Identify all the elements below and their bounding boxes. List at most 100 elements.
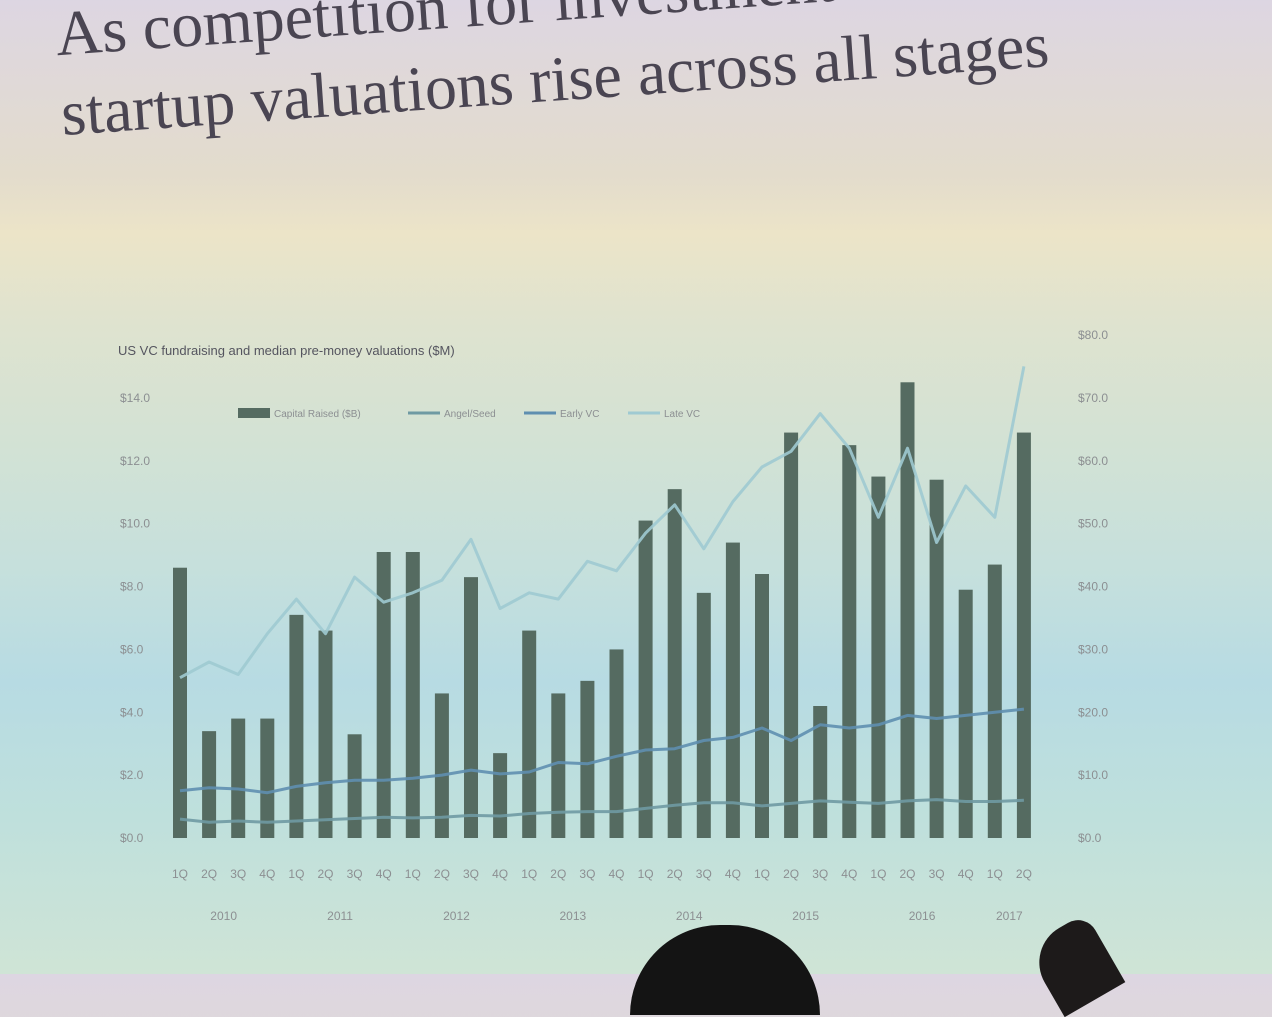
y-right-tick-label: $60.0	[1078, 454, 1108, 468]
y-left-tick-label: $2.0	[120, 768, 144, 782]
x-tick-label: 1Q	[754, 867, 770, 881]
y-left-tick-label: $14.0	[120, 391, 150, 405]
bar	[609, 649, 624, 838]
y-right-tick-label: $0.0	[1078, 831, 1102, 845]
x-tick-label: 1Q	[172, 867, 188, 881]
bar	[667, 489, 682, 838]
x-year-label: 2012	[443, 909, 470, 923]
x-tick-label: 3Q	[347, 867, 363, 881]
bar	[493, 753, 508, 838]
bar	[405, 552, 420, 838]
bar	[929, 479, 944, 838]
y-right-tick-label: $70.0	[1078, 391, 1108, 405]
x-tick-label: 1Q	[987, 867, 1003, 881]
legend-label: Capital Raised ($B)	[274, 409, 361, 420]
x-tick-label: 1Q	[870, 867, 886, 881]
bar	[231, 718, 246, 838]
y-left-tick-label: $10.0	[120, 517, 150, 531]
x-year-label: 2011	[327, 909, 353, 923]
bar	[871, 476, 886, 838]
line-early-vc	[179, 707, 1025, 795]
x-tick-label: 3Q	[579, 867, 595, 881]
x-tick-label: 4Q	[725, 867, 741, 881]
x-tick-label: 2Q	[550, 867, 566, 881]
x-tick-label: 3Q	[929, 867, 945, 881]
line-angel-seed	[179, 798, 1024, 824]
line-series	[179, 366, 1026, 824]
bar	[464, 577, 478, 838]
x-tick-label: 4Q	[608, 867, 624, 881]
x-tick-label: 3Q	[812, 867, 828, 881]
x-year-label: 2015	[792, 909, 819, 923]
x-year-label: 2010	[210, 909, 237, 923]
x-tick-label: 3Q	[696, 867, 712, 881]
bar	[522, 630, 537, 838]
chart-title: US VC fundraising and median pre-money v…	[118, 343, 455, 358]
x-tick-label: 3Q	[230, 867, 246, 881]
bar	[551, 693, 566, 838]
bar	[173, 567, 187, 838]
x-tick-label: 2Q	[1016, 867, 1032, 881]
bar	[755, 574, 769, 838]
bar	[434, 693, 449, 838]
x-year-label: 2014	[676, 909, 703, 923]
legend-label: Late VC	[664, 409, 700, 420]
y-left-tick-label: $12.0	[120, 454, 150, 468]
x-year-label: 2013	[559, 909, 586, 923]
x-tick-label: 4Q	[259, 867, 275, 881]
x-tick-label: 1Q	[288, 867, 304, 881]
bar	[987, 564, 1002, 838]
bar	[900, 382, 915, 838]
y-left-tick-label: $0.0	[120, 831, 144, 845]
x-tick-label: 2Q	[317, 867, 333, 881]
chart-legend: Capital Raised ($B) Angel/Seed Early VC Lat…	[238, 408, 700, 420]
x-tick-label: 2Q	[899, 867, 915, 881]
y-left-tick-label: $4.0	[120, 705, 144, 719]
bar	[347, 734, 362, 838]
bar	[260, 718, 275, 838]
y-left-tick-label: $6.0	[120, 642, 144, 656]
y-right-tick-label: $40.0	[1078, 580, 1108, 594]
x-year-label: 2017	[996, 909, 1023, 923]
legend-label: Angel/Seed	[444, 409, 496, 420]
x-tick-label: 1Q	[638, 867, 654, 881]
legend-swatch	[238, 408, 270, 418]
y-right-tick-label: $20.0	[1078, 705, 1108, 719]
y-left-tick-label: $8.0	[120, 580, 144, 594]
x-axis-quarters: 1Q 2Q 3Q 4Q 1Q 2Q 3Q 4Q 1Q 2Q 3Q 4Q 1Q 2Q 3Q 4Q 1Q 2Q 3Q 4Q…	[172, 867, 1032, 881]
chart: US VC fundraising and median pre-money v…	[118, 328, 1108, 923]
bar	[1016, 432, 1031, 838]
bar	[318, 630, 333, 838]
x-tick-label: 2Q	[201, 867, 217, 881]
x-tick-label: 1Q	[521, 867, 537, 881]
x-tick-label: 2Q	[783, 867, 799, 881]
x-year-label: 2016	[909, 909, 936, 923]
legend-label: Early VC	[560, 409, 599, 420]
bar	[202, 731, 217, 838]
x-tick-label: 1Q	[405, 867, 421, 881]
y-right-tick-label: $50.0	[1078, 517, 1108, 531]
bar	[580, 680, 595, 838]
y-axis-right: $0.0 $10.0 $20.0 $30.0 $40.0 $50.0 $60.0 $70.0 $…	[1078, 328, 1108, 845]
x-tick-label: 3Q	[463, 867, 479, 881]
y-right-tick-label: $10.0	[1078, 768, 1108, 782]
bar	[813, 706, 828, 838]
x-tick-label: 4Q	[492, 867, 508, 881]
line-late-vc	[179, 366, 1026, 680]
bar	[289, 614, 304, 838]
x-axis-years: 2010 2011 2012 2013 2014 2015 2016 2017	[210, 909, 1023, 923]
bar	[725, 542, 740, 838]
bar	[842, 445, 857, 838]
bar	[638, 520, 653, 838]
bar	[958, 589, 973, 838]
y-axis-left: $0.0 $2.0 $4.0 $6.0 $8.0 $10.0 $12.0 $14.0	[120, 391, 150, 845]
x-tick-label: 4Q	[958, 867, 974, 881]
bar	[784, 432, 799, 838]
y-right-tick-label: $80.0	[1078, 328, 1108, 342]
x-tick-label: 2Q	[667, 867, 683, 881]
x-tick-label: 4Q	[376, 867, 392, 881]
x-tick-label: 2Q	[434, 867, 450, 881]
bar-series	[173, 382, 1031, 838]
bar	[696, 592, 711, 838]
y-right-tick-label: $30.0	[1078, 642, 1108, 656]
